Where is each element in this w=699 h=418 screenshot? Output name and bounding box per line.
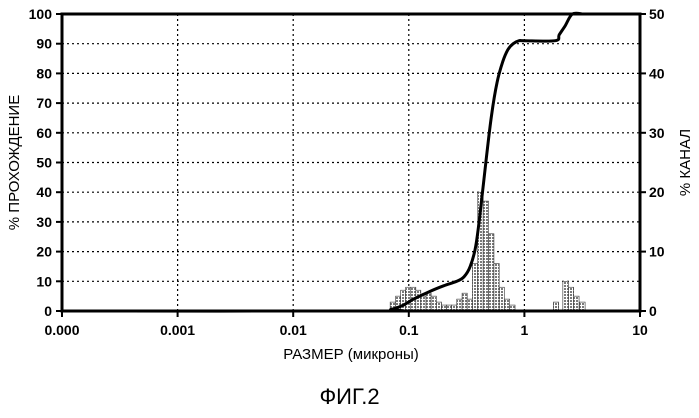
histogram-bar — [401, 290, 406, 311]
y-right-tick-label: 0 — [649, 303, 657, 319]
y-left-tick-label: 70 — [36, 95, 52, 111]
x-tick-label: 1 — [521, 322, 529, 338]
y-right-tick-label: 50 — [649, 6, 665, 22]
histogram-bar — [574, 296, 579, 311]
histogram-bars — [390, 192, 585, 311]
histogram-bar — [426, 293, 431, 311]
y-left-tick-label: 30 — [36, 214, 52, 230]
y-left-tick-label: 100 — [29, 6, 53, 22]
y-left-tick-label: 50 — [36, 155, 52, 171]
x-tick-label: 0.1 — [399, 322, 419, 338]
histogram-bar — [467, 299, 472, 311]
x-tick-label: 0.000 — [44, 322, 79, 338]
histogram-bar — [499, 287, 504, 311]
figure-caption: ФИГ.2 — [0, 384, 699, 410]
x-tick-label: 0.01 — [280, 322, 307, 338]
y-left-axis-label: % ПРОХОЖДЕНИЕ — [6, 95, 23, 230]
histogram-bar — [457, 299, 462, 311]
y-left-tick-label: 10 — [36, 273, 52, 289]
histogram-bar — [462, 293, 467, 311]
x-axis-label: РАЗМЕР (микроны) — [283, 346, 419, 363]
y-left-tick-label: 90 — [36, 36, 52, 52]
y-left-tick-label: 0 — [44, 303, 52, 319]
y-left-tick-label: 20 — [36, 244, 52, 260]
y-left-tick-label: 40 — [36, 184, 52, 200]
histogram-bar — [416, 290, 421, 311]
histogram-bar — [431, 296, 436, 311]
y-right-tick-label: 30 — [649, 125, 665, 141]
histogram-bar — [472, 263, 477, 311]
y-left-tick-labels: 0 10 20 30 40 50 60 70 80 90 100 — [29, 6, 62, 319]
histogram-bar — [494, 263, 499, 311]
x-tick-labels: 0.000 0.001 0.01 0.1 1 10 — [44, 311, 648, 338]
y-right-tick-label: 10 — [649, 244, 665, 260]
histogram-bar — [406, 287, 411, 311]
grid-lines — [62, 14, 640, 311]
histogram-bar — [421, 296, 426, 311]
x-tick-label: 0.001 — [160, 322, 195, 338]
y-left-tick-label: 60 — [36, 125, 52, 141]
histogram-bar — [568, 287, 573, 311]
y-left-tick-label: 80 — [36, 65, 52, 81]
histogram-bar — [483, 201, 488, 311]
x-tick-label: 10 — [632, 322, 648, 338]
histogram-bar — [563, 281, 569, 311]
histogram-bar — [504, 299, 509, 311]
y-right-tick-label: 20 — [649, 184, 665, 200]
histogram-bar — [489, 234, 494, 311]
y-right-tick-labels: 0 10 20 30 40 50 — [640, 6, 665, 319]
y-right-tick-label: 40 — [649, 65, 665, 81]
y-right-axis-label: % КАНАЛ — [677, 129, 694, 196]
